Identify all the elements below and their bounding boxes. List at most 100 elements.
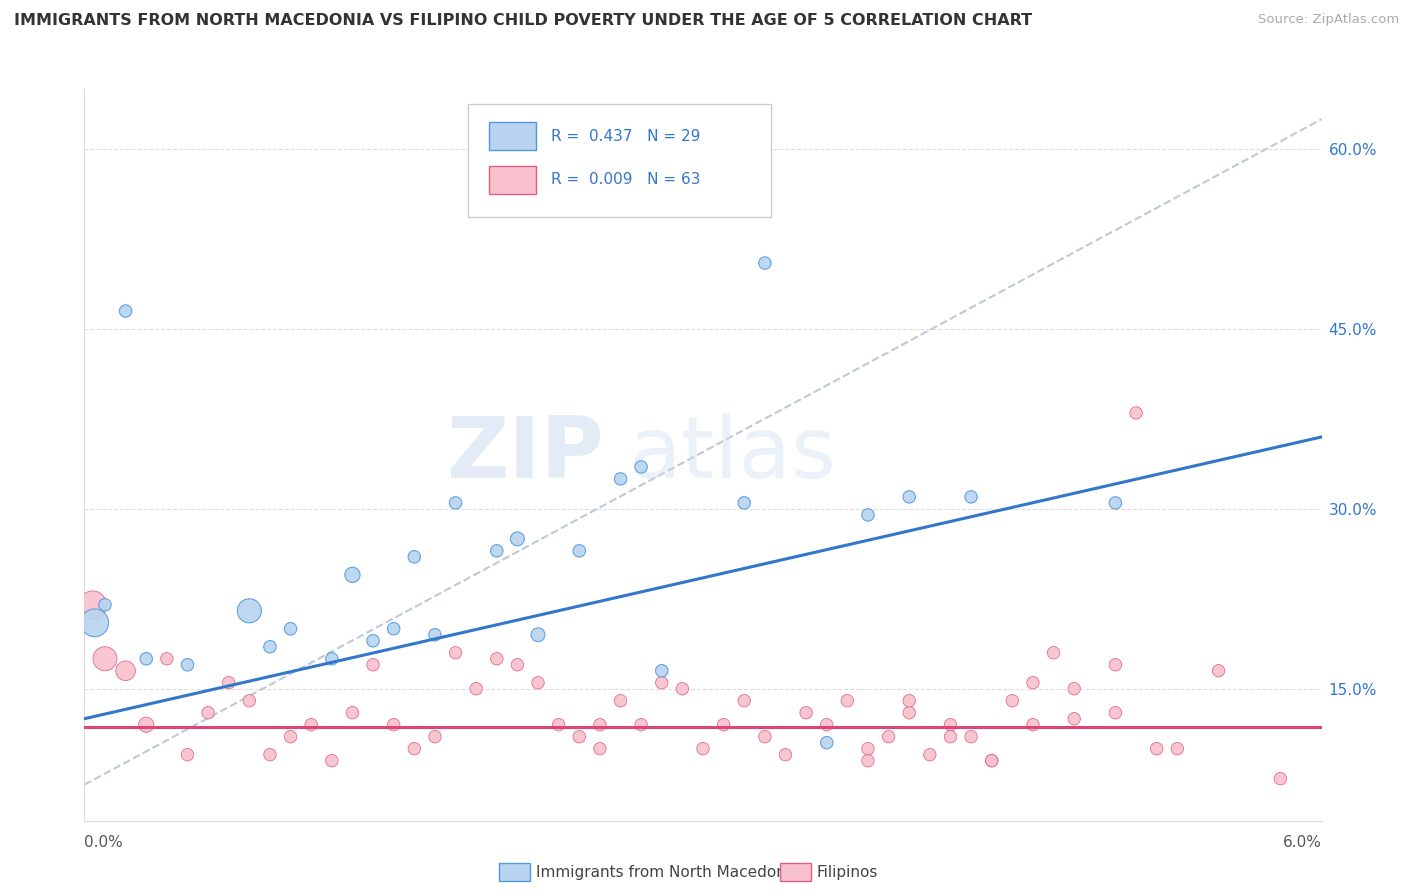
Point	[1104, 496, 1126, 510]
FancyBboxPatch shape	[468, 103, 770, 218]
Point	[754, 256, 776, 270]
Point	[404, 549, 426, 564]
Point	[321, 652, 343, 666]
Point	[1146, 741, 1168, 756]
Point	[898, 694, 921, 708]
Point	[713, 717, 735, 731]
Point	[630, 717, 652, 731]
Point	[1022, 717, 1045, 731]
Point	[547, 717, 569, 731]
Point	[877, 730, 900, 744]
Point	[856, 741, 879, 756]
Point	[444, 646, 467, 660]
Point	[82, 598, 104, 612]
Point	[280, 730, 302, 744]
Point	[671, 681, 693, 696]
Point	[1104, 657, 1126, 672]
Point	[238, 694, 260, 708]
Point	[156, 652, 179, 666]
Point	[94, 598, 117, 612]
Text: R =  0.009   N = 63: R = 0.009 N = 63	[551, 172, 700, 187]
Point	[361, 633, 384, 648]
Point	[321, 754, 343, 768]
Point	[630, 459, 652, 474]
Point	[342, 567, 364, 582]
Point	[775, 747, 797, 762]
Text: 0.0%: 0.0%	[84, 836, 124, 850]
Point	[299, 717, 322, 731]
Text: 6.0%: 6.0%	[1282, 836, 1322, 850]
Point	[794, 706, 817, 720]
Point	[382, 717, 405, 731]
Point	[94, 652, 117, 666]
Point	[218, 675, 240, 690]
Point	[568, 544, 591, 558]
Point	[1042, 646, 1064, 660]
Point	[506, 532, 529, 546]
Point	[1166, 741, 1188, 756]
Point	[280, 622, 302, 636]
Point	[423, 628, 446, 642]
Point	[898, 490, 921, 504]
Point	[342, 706, 364, 720]
Point	[960, 730, 983, 744]
Text: Filipinos: Filipinos	[817, 865, 879, 880]
Point	[382, 622, 405, 636]
Point	[837, 694, 859, 708]
Point	[238, 604, 260, 618]
Point	[980, 754, 1002, 768]
Text: atlas: atlas	[628, 413, 837, 497]
Point	[83, 615, 105, 630]
Point	[856, 508, 879, 522]
Point	[1125, 406, 1147, 420]
Text: R =  0.437   N = 29: R = 0.437 N = 29	[551, 128, 700, 144]
Point	[589, 717, 612, 731]
Point	[651, 675, 673, 690]
Point	[939, 717, 962, 731]
Point	[465, 681, 488, 696]
Point	[361, 657, 384, 672]
Point	[1022, 675, 1045, 690]
Point	[815, 736, 838, 750]
Point	[114, 304, 136, 318]
Point	[609, 472, 631, 486]
Point	[259, 747, 281, 762]
Point	[898, 706, 921, 720]
Point	[589, 741, 612, 756]
Point	[609, 694, 631, 708]
Text: ZIP: ZIP	[446, 413, 605, 497]
Point	[527, 628, 550, 642]
Point	[1001, 694, 1024, 708]
Point	[485, 544, 508, 558]
Point	[135, 717, 157, 731]
Point	[135, 652, 157, 666]
FancyBboxPatch shape	[489, 122, 536, 150]
Point	[980, 754, 1002, 768]
Point	[918, 747, 941, 762]
Point	[176, 747, 198, 762]
Point	[939, 730, 962, 744]
Point	[485, 652, 508, 666]
Point	[960, 490, 983, 504]
Point	[568, 730, 591, 744]
Point	[259, 640, 281, 654]
Point	[1270, 772, 1292, 786]
Text: Source: ZipAtlas.com: Source: ZipAtlas.com	[1258, 13, 1399, 27]
Point	[506, 657, 529, 672]
Text: IMMIGRANTS FROM NORTH MACEDONIA VS FILIPINO CHILD POVERTY UNDER THE AGE OF 5 COR: IMMIGRANTS FROM NORTH MACEDONIA VS FILIP…	[14, 13, 1032, 29]
Point	[1063, 681, 1085, 696]
Point	[114, 664, 136, 678]
Point	[754, 730, 776, 744]
Point	[197, 706, 219, 720]
Point	[1063, 712, 1085, 726]
Text: Immigrants from North Macedonia: Immigrants from North Macedonia	[536, 865, 799, 880]
Point	[176, 657, 198, 672]
Point	[692, 741, 714, 756]
FancyBboxPatch shape	[489, 166, 536, 194]
Point	[651, 664, 673, 678]
Point	[856, 754, 879, 768]
Point	[444, 496, 467, 510]
Point	[423, 730, 446, 744]
Point	[815, 717, 838, 731]
Point	[527, 675, 550, 690]
